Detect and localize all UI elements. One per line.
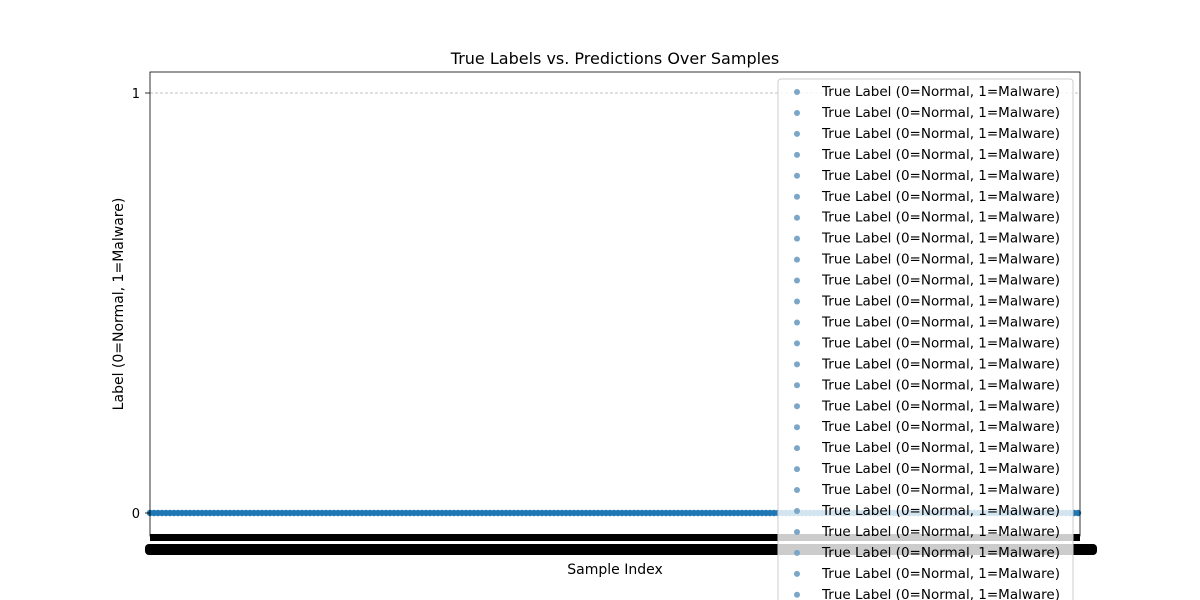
legend-label: True Label (0=Normal, 1=Malware) bbox=[821, 210, 1060, 226]
legend-label: True Label (0=Normal, 1=Malware) bbox=[821, 461, 1060, 477]
legend-label: True Label (0=Normal, 1=Malware) bbox=[821, 440, 1060, 456]
y-axis-ticks: 1 0 bbox=[132, 87, 150, 522]
legend-label: True Label (0=Normal, 1=Malware) bbox=[821, 294, 1060, 310]
legend-label: True Label (0=Normal, 1=Malware) bbox=[821, 482, 1060, 498]
plot-area bbox=[149, 71, 1081, 537]
legend-marker bbox=[794, 298, 800, 305]
legend-label: True Label (0=Normal, 1=Malware) bbox=[821, 356, 1060, 372]
y-tick-label-1: 1 bbox=[132, 87, 140, 102]
legend-label: True Label (0=Normal, 1=Malware) bbox=[821, 189, 1060, 205]
legend-label: True Label (0=Normal, 1=Malware) bbox=[821, 419, 1060, 435]
legend-label: True Label (0=Normal, 1=Malware) bbox=[821, 231, 1060, 247]
legend-box bbox=[777, 78, 1074, 600]
legend-marker bbox=[794, 319, 800, 326]
legend-label: True Label (0=Normal, 1=Malware) bbox=[821, 566, 1060, 582]
legend-label: True Label (0=Normal, 1=Malware) bbox=[821, 147, 1060, 163]
legend-marker bbox=[794, 403, 800, 410]
legend-marker bbox=[794, 549, 800, 556]
legend-marker bbox=[794, 361, 800, 368]
legend-marker bbox=[794, 382, 800, 389]
legend-marker bbox=[794, 151, 800, 158]
legend-marker bbox=[794, 235, 800, 242]
legend-marker bbox=[794, 172, 800, 179]
legend-entries: True Label (0=Normal, 1=Malware) True Lab… bbox=[794, 84, 1060, 600]
legend-marker bbox=[794, 109, 800, 116]
legend-label: True Label (0=Normal, 1=Malware) bbox=[821, 335, 1060, 351]
legend-marker bbox=[794, 256, 800, 263]
legend-label: True Label (0=Normal, 1=Malware) bbox=[821, 273, 1060, 289]
legend: True Label (0=Normal, 1=Malware) True Lab… bbox=[777, 78, 1074, 600]
legend-label: True Label (0=Normal, 1=Malware) bbox=[821, 545, 1060, 561]
legend-label: True Label (0=Normal, 1=Malware) bbox=[821, 105, 1060, 121]
legend-marker bbox=[794, 214, 800, 221]
legend-marker bbox=[794, 277, 800, 284]
y-tick-label-0: 0 bbox=[132, 507, 140, 522]
x-axis-label: Sample Index bbox=[567, 562, 662, 578]
legend-marker bbox=[794, 424, 800, 431]
legend-label: True Label (0=Normal, 1=Malware) bbox=[821, 84, 1060, 100]
legend-marker bbox=[794, 445, 800, 452]
legend-label: True Label (0=Normal, 1=Malware) bbox=[821, 524, 1060, 540]
legend-label: True Label (0=Normal, 1=Malware) bbox=[821, 168, 1060, 184]
legend-marker bbox=[794, 487, 800, 494]
legend-marker bbox=[794, 89, 800, 95]
legend-marker bbox=[794, 570, 800, 577]
legend-label: True Label (0=Normal, 1=Malware) bbox=[821, 398, 1060, 414]
legend-marker bbox=[794, 466, 800, 473]
legend-marker bbox=[794, 591, 800, 598]
chart-title: True Labels vs. Predictions Over Samples bbox=[450, 49, 779, 68]
legend-label: True Label (0=Normal, 1=Malware) bbox=[821, 252, 1060, 268]
legend-label: True Label (0=Normal, 1=Malware) bbox=[821, 587, 1060, 600]
legend-label: True Label (0=Normal, 1=Malware) bbox=[821, 126, 1060, 142]
legend-label: True Label (0=Normal, 1=Malware) bbox=[821, 314, 1060, 330]
y-axis-label: Label (0=Normal, 1=Malware) bbox=[111, 198, 127, 411]
legend-marker bbox=[794, 130, 800, 137]
legend-marker bbox=[794, 340, 800, 347]
legend-label: True Label (0=Normal, 1=Malware) bbox=[821, 503, 1060, 519]
legend-marker bbox=[794, 193, 800, 200]
x-tick-band-upper bbox=[150, 534, 1080, 541]
legend-label: True Label (0=Normal, 1=Malware) bbox=[821, 377, 1060, 393]
legend-marker bbox=[794, 528, 800, 535]
legend-marker bbox=[794, 508, 800, 514]
